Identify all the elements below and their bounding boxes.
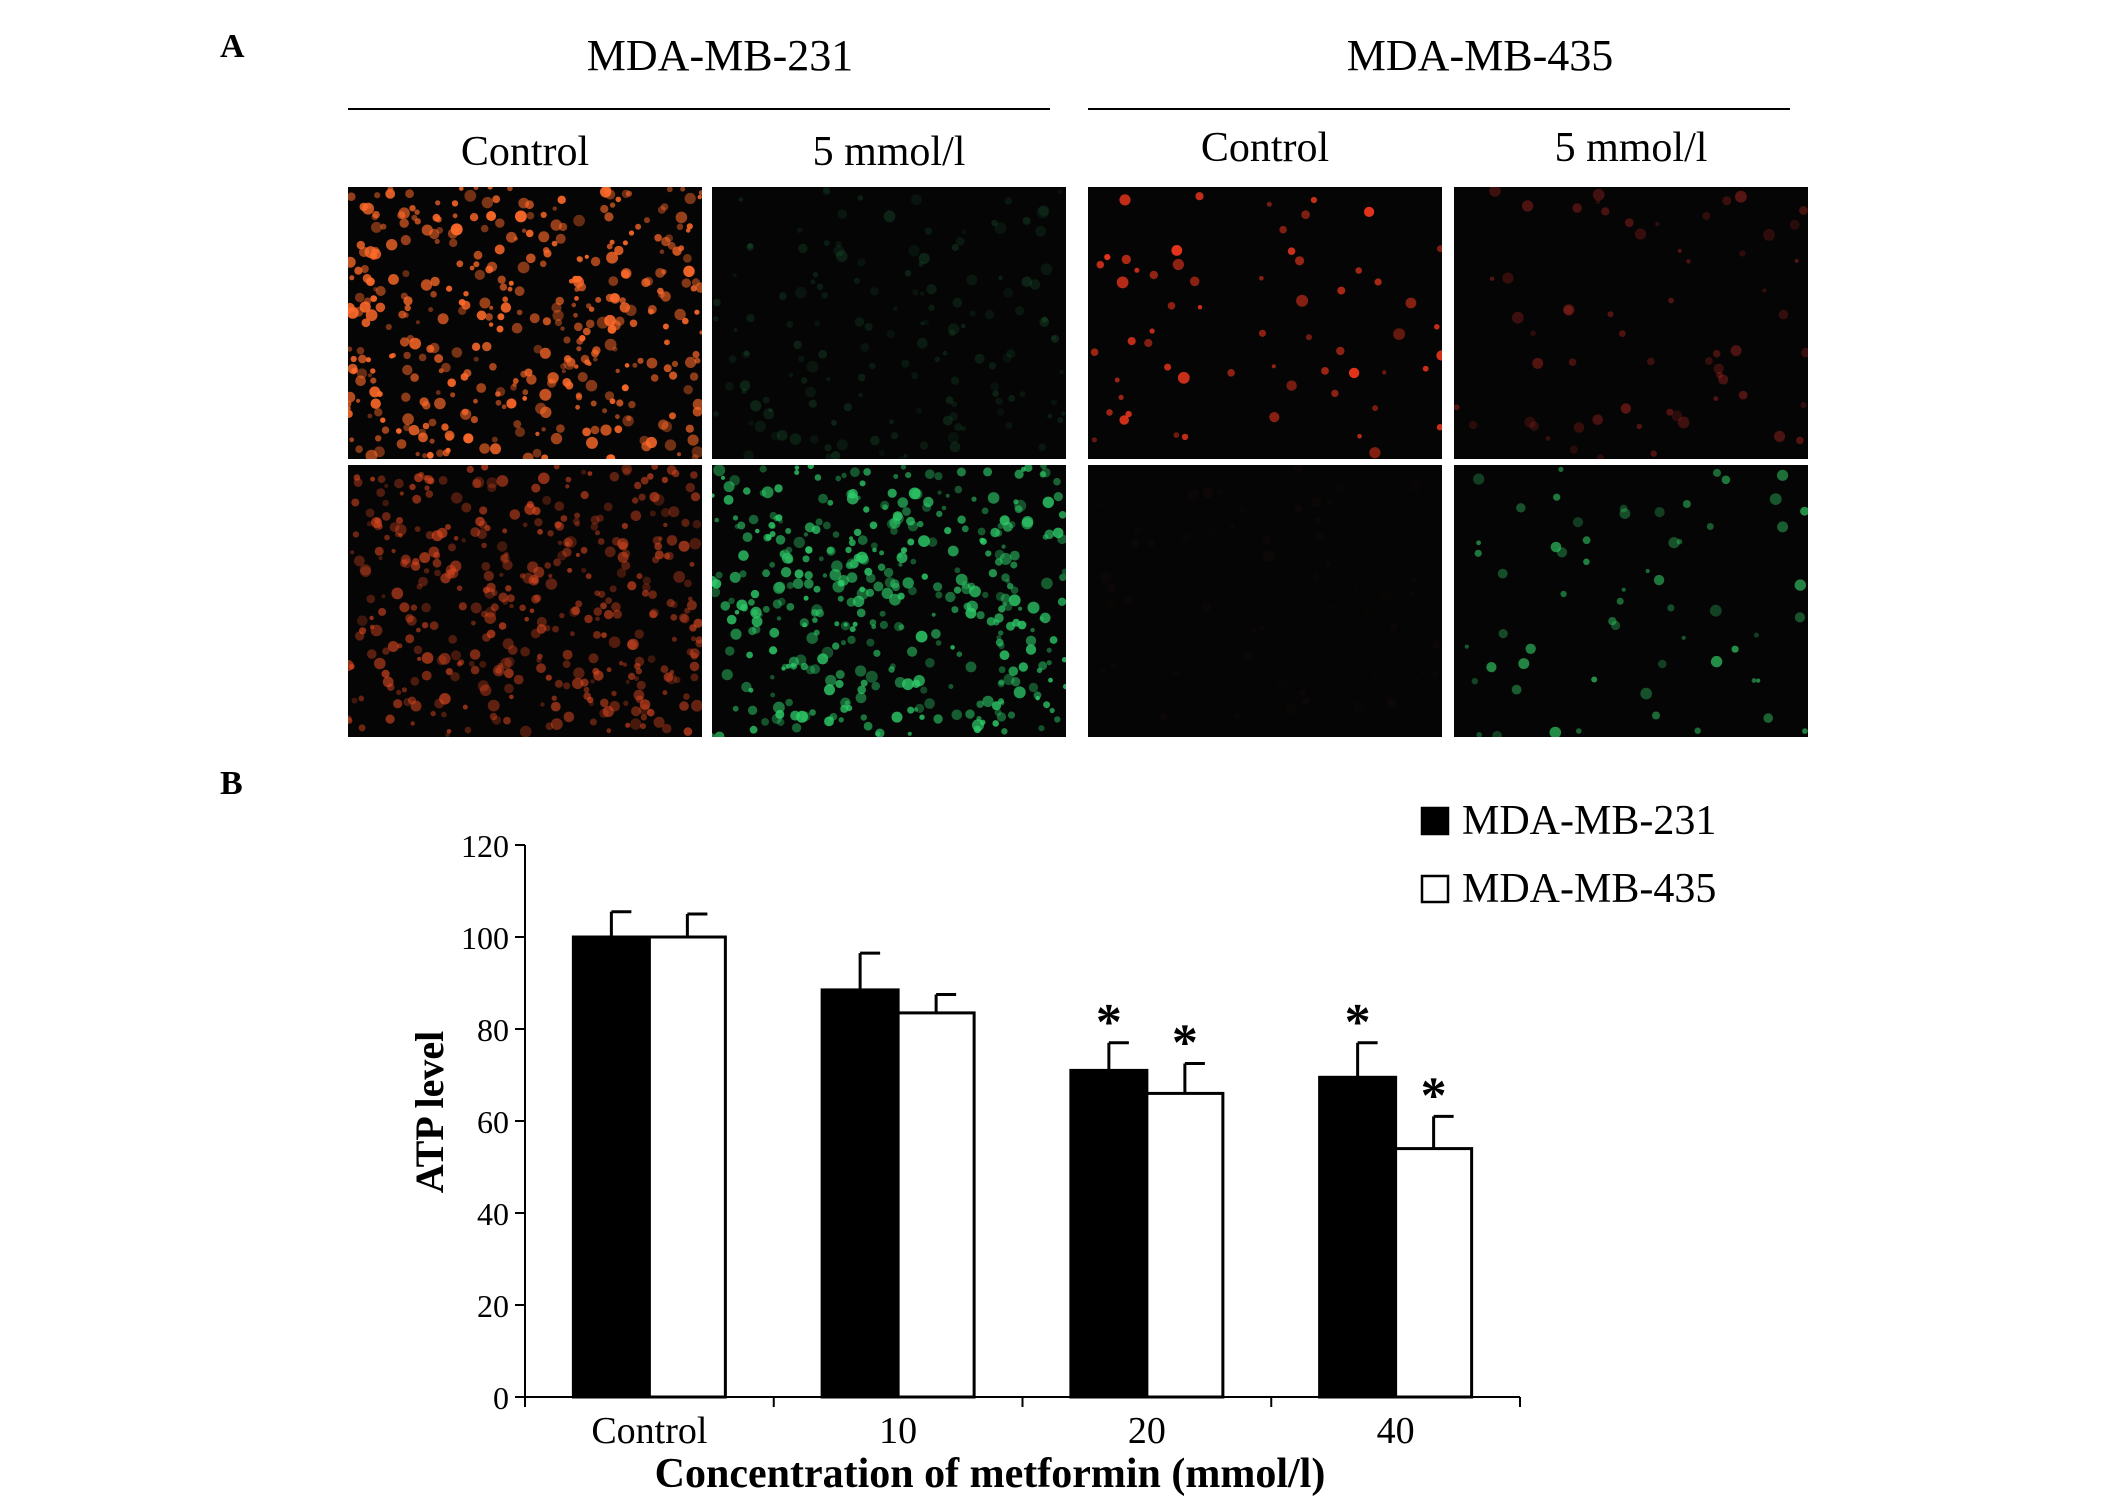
micrograph-231-treated-row2 [712,465,1066,737]
micrograph-435-treated-row2 [1454,465,1808,737]
bar [1394,1147,1474,1399]
group-title-mda-mb-435: MDA-MB-435 [1346,31,1614,80]
panel-a-letter: A [220,28,245,65]
condition-label-435-control: Control [1200,125,1330,171]
legend-label: MDA-MB-231 [1462,798,1716,844]
condition-label-231-control: Control [460,129,590,175]
bar [896,1011,976,1399]
y-tick-label: 100 [461,920,509,956]
x-axis-label: Concentration of metformin (mmol/l) [655,1451,1326,1497]
y-tick-label: 60 [477,1104,509,1140]
micrograph-435-control-row2 [1088,465,1442,737]
condition-label-231-treated: 5 mmol/l [812,129,966,175]
y-axis-label: ATP level [407,1031,452,1194]
x-tick-label: 40 [1377,1410,1415,1452]
condition-label-435-treated: 5 mmol/l [1554,125,1708,171]
micrograph-435-treated-row1 [1454,187,1808,459]
significance-mark: * [1345,994,1371,1051]
group-rule-mda-mb-435 [1088,108,1790,110]
significance-mark: * [1172,1015,1198,1072]
bar [1069,1068,1149,1399]
bar [820,988,900,1399]
legend-swatch [1420,806,1450,836]
y-tick-label: 20 [477,1288,509,1324]
bar [571,935,651,1399]
bar [1145,1091,1225,1399]
significance-mark: * [1421,1067,1447,1124]
panel-b-letter: B [220,765,243,802]
bar [647,935,727,1399]
legend-label: MDA-MB-435 [1462,866,1716,912]
group-title-mda-mb-231: MDA-MB-231 [586,31,854,80]
micrograph-231-control-row1 [348,187,702,459]
y-tick-label: 0 [493,1380,509,1416]
y-tick-label: 40 [477,1196,509,1232]
significance-mark: * [1096,994,1122,1051]
x-tick-label: Control [591,1410,707,1452]
x-tick-label: 20 [1128,1410,1166,1452]
legend-swatch [1420,874,1450,904]
micrograph-231-control-row2 [348,465,702,737]
x-tick-label: 10 [879,1410,917,1452]
y-tick-label: 120 [461,828,509,864]
group-rule-mda-mb-231 [348,108,1050,110]
bar [1318,1075,1398,1399]
micrograph-231-treated-row1 [712,187,1066,459]
y-tick-label: 80 [477,1012,509,1048]
micrograph-435-control-row1 [1088,187,1442,459]
